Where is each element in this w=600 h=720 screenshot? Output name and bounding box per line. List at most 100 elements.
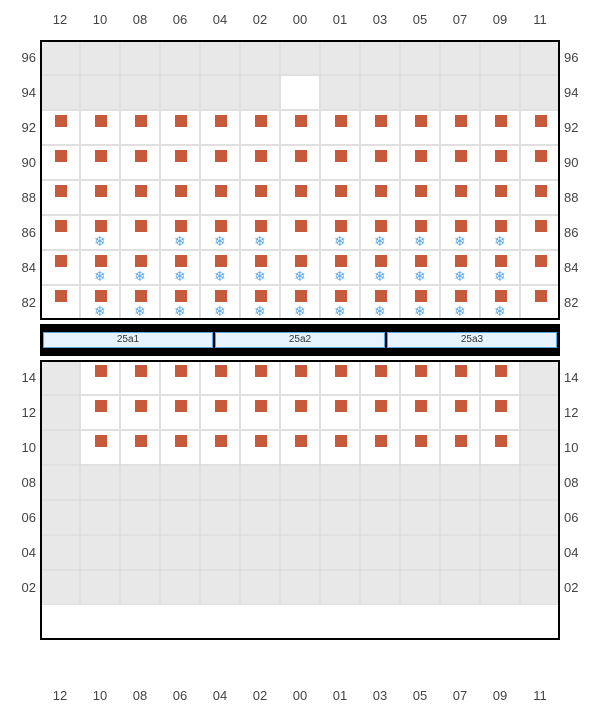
slot-cell[interactable] [440, 40, 480, 75]
slot-cell[interactable] [120, 215, 160, 250]
slot-cell[interactable]: ❄ [360, 250, 400, 285]
slot-cell[interactable] [480, 535, 520, 570]
slot-cell[interactable] [400, 145, 440, 180]
slot-cell[interactable] [160, 75, 200, 110]
slot-cell[interactable] [360, 180, 400, 215]
slot-cell[interactable] [80, 145, 120, 180]
slot-cell[interactable] [160, 180, 200, 215]
slot-cell[interactable] [360, 430, 400, 465]
slot-cell[interactable] [240, 110, 280, 145]
slot-cell[interactable] [240, 535, 280, 570]
slot-cell[interactable]: ❄ [80, 250, 120, 285]
slot-cell[interactable] [160, 40, 200, 75]
slot-cell[interactable] [120, 535, 160, 570]
slot-cell[interactable] [480, 145, 520, 180]
slot-cell[interactable] [160, 110, 200, 145]
slot-cell[interactable] [120, 570, 160, 605]
slot-cell[interactable] [200, 465, 240, 500]
slot-cell[interactable] [240, 75, 280, 110]
slot-cell[interactable]: ❄ [360, 285, 400, 320]
slot-cell[interactable]: ❄ [400, 250, 440, 285]
slot-cell[interactable]: ❄ [200, 250, 240, 285]
slot-cell[interactable] [200, 570, 240, 605]
slot-cell[interactable] [360, 40, 400, 75]
slot-cell[interactable] [40, 430, 80, 465]
slot-cell[interactable] [480, 430, 520, 465]
slot-cell[interactable] [280, 395, 320, 430]
slot-cell[interactable] [440, 430, 480, 465]
slot-cell[interactable] [520, 285, 560, 320]
slot-cell[interactable] [320, 395, 360, 430]
slot-cell[interactable] [360, 570, 400, 605]
slot-cell[interactable] [280, 40, 320, 75]
slot-cell[interactable] [320, 180, 360, 215]
slot-cell[interactable]: ❄ [480, 215, 520, 250]
slot-cell[interactable] [400, 570, 440, 605]
slot-cell[interactable]: ❄ [440, 250, 480, 285]
slot-cell[interactable]: ❄ [320, 285, 360, 320]
slot-cell[interactable] [160, 430, 200, 465]
slot-cell[interactable]: ❄ [480, 285, 520, 320]
slot-cell[interactable] [80, 535, 120, 570]
slot-cell[interactable] [200, 75, 240, 110]
slot-cell[interactable] [480, 75, 520, 110]
slot-cell[interactable] [200, 395, 240, 430]
slot-cell[interactable] [440, 465, 480, 500]
slot-cell[interactable] [280, 145, 320, 180]
slot-cell[interactable] [400, 430, 440, 465]
slot-cell[interactable] [40, 285, 80, 320]
slot-cell[interactable]: ❄ [480, 250, 520, 285]
slot-cell[interactable] [40, 40, 80, 75]
slot-cell[interactable] [200, 535, 240, 570]
slot-cell[interactable] [200, 110, 240, 145]
slot-cell[interactable] [280, 215, 320, 250]
slot-cell[interactable] [520, 40, 560, 75]
slot-cell[interactable] [80, 465, 120, 500]
slot-cell[interactable] [320, 570, 360, 605]
slot-cell[interactable] [40, 250, 80, 285]
slot-cell[interactable] [320, 75, 360, 110]
slot-cell[interactable] [280, 110, 320, 145]
slot-cell[interactable] [280, 570, 320, 605]
slot-cell[interactable] [40, 215, 80, 250]
slot-cell[interactable] [360, 535, 400, 570]
slot-cell[interactable] [360, 110, 400, 145]
slot-cell[interactable] [160, 395, 200, 430]
slot-cell[interactable] [400, 75, 440, 110]
slot-cell[interactable] [480, 500, 520, 535]
slot-cell[interactable] [160, 360, 200, 395]
slot-cell[interactable]: ❄ [120, 285, 160, 320]
slot-cell[interactable] [200, 40, 240, 75]
slot-cell[interactable]: ❄ [160, 250, 200, 285]
slot-cell[interactable] [80, 180, 120, 215]
slot-cell[interactable] [400, 395, 440, 430]
slot-cell[interactable] [120, 360, 160, 395]
slot-cell[interactable] [200, 145, 240, 180]
slot-cell[interactable] [520, 180, 560, 215]
slot-cell[interactable] [440, 110, 480, 145]
slot-cell[interactable] [440, 570, 480, 605]
slot-cell[interactable]: ❄ [80, 285, 120, 320]
slot-cell[interactable] [520, 535, 560, 570]
slot-cell[interactable]: ❄ [240, 215, 280, 250]
slot-cell[interactable] [440, 395, 480, 430]
slot-cell[interactable] [280, 180, 320, 215]
slot-cell[interactable]: ❄ [240, 250, 280, 285]
slot-cell[interactable] [80, 500, 120, 535]
slot-cell[interactable] [440, 75, 480, 110]
slot-cell[interactable] [280, 360, 320, 395]
slot-cell[interactable]: ❄ [240, 285, 280, 320]
slot-cell[interactable] [40, 570, 80, 605]
slot-cell[interactable] [320, 110, 360, 145]
slot-cell[interactable] [320, 430, 360, 465]
slot-cell[interactable] [160, 570, 200, 605]
slot-cell[interactable] [480, 110, 520, 145]
slot-cell[interactable] [520, 465, 560, 500]
slot-cell[interactable] [320, 360, 360, 395]
slot-cell[interactable]: ❄ [320, 215, 360, 250]
slot-cell[interactable] [120, 145, 160, 180]
slot-cell[interactable] [120, 40, 160, 75]
slot-cell[interactable]: ❄ [120, 250, 160, 285]
slot-cell[interactable] [120, 430, 160, 465]
slot-cell[interactable]: ❄ [80, 215, 120, 250]
